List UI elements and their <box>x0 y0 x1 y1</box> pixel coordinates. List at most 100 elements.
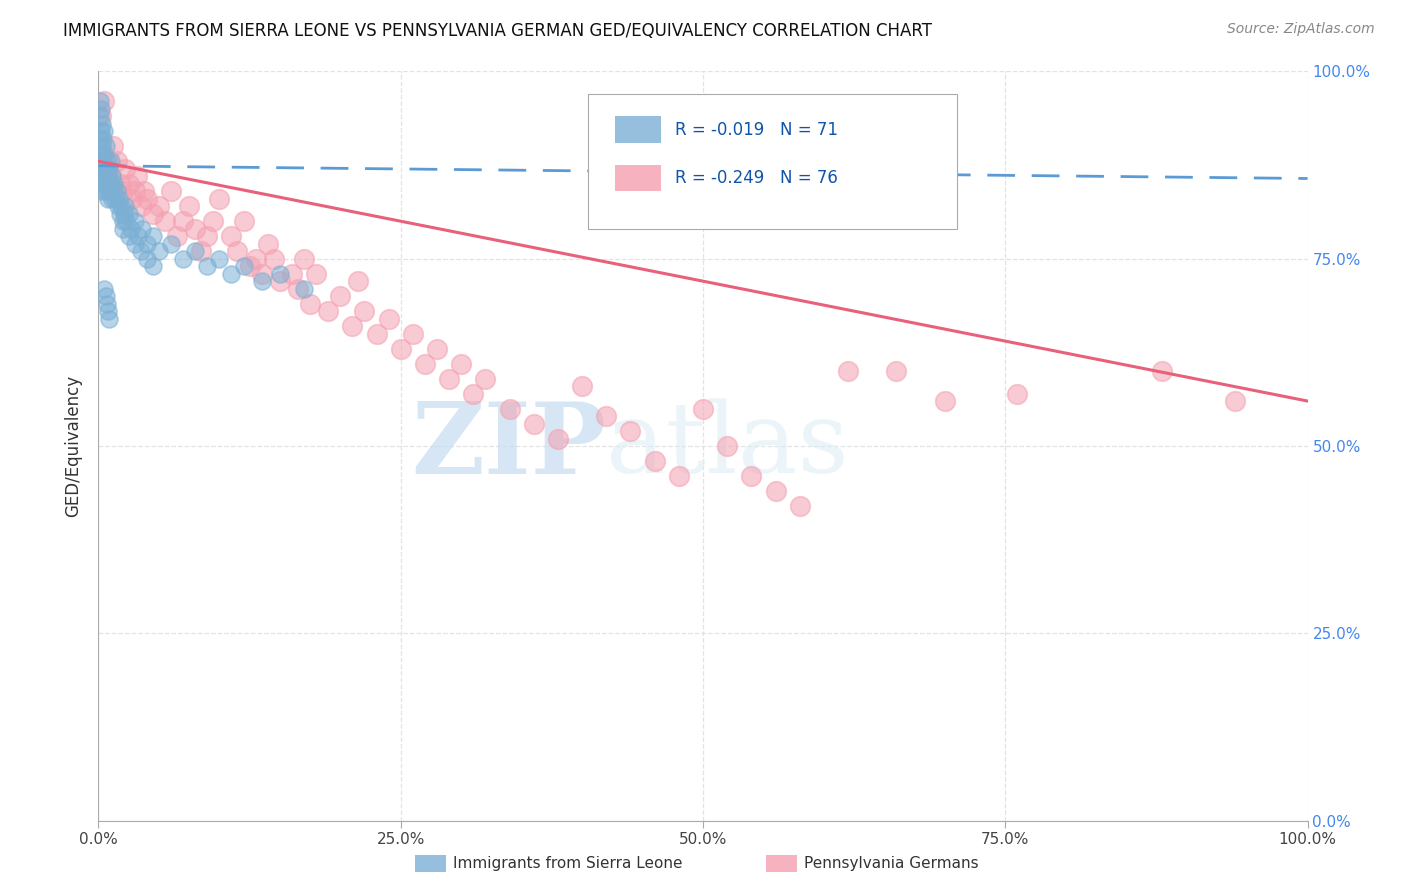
Point <box>118 177 141 191</box>
Point <box>716 439 738 453</box>
Point <box>413 357 436 371</box>
Point <box>96 154 118 169</box>
Point <box>90 146 112 161</box>
Point <box>160 184 183 198</box>
Point <box>148 244 170 259</box>
Point <box>96 296 118 310</box>
Point <box>498 401 520 416</box>
Point <box>765 483 787 498</box>
Point <box>239 259 262 273</box>
Point <box>89 132 111 146</box>
Point <box>837 364 859 378</box>
FancyBboxPatch shape <box>588 94 957 228</box>
Point <box>94 184 117 198</box>
Point <box>101 139 124 153</box>
Point <box>93 282 115 296</box>
Point <box>184 244 207 259</box>
Point <box>108 177 131 191</box>
Point <box>90 102 112 116</box>
Point <box>118 207 141 221</box>
Point <box>100 177 122 191</box>
Point <box>305 267 328 281</box>
Point <box>129 199 152 213</box>
Point <box>110 199 132 213</box>
Text: Pennsylvania Germans: Pennsylvania Germans <box>804 856 979 871</box>
Text: ZIP: ZIP <box>412 398 606 494</box>
Point <box>111 184 134 198</box>
Point <box>105 184 128 198</box>
Point <box>105 154 128 169</box>
Point <box>377 311 399 326</box>
Point <box>98 311 121 326</box>
Point <box>104 192 127 206</box>
Point <box>90 109 112 123</box>
Point <box>195 259 218 273</box>
Point <box>91 139 114 153</box>
Point <box>547 432 569 446</box>
Point <box>208 252 231 266</box>
Point <box>221 267 243 281</box>
Point <box>269 267 291 281</box>
Point <box>91 132 114 146</box>
Point <box>250 267 273 281</box>
Point <box>402 326 425 341</box>
Point <box>100 192 122 206</box>
Point <box>250 274 273 288</box>
Point <box>96 177 118 191</box>
Point <box>108 192 131 206</box>
Point <box>120 221 142 235</box>
Point <box>103 177 125 191</box>
Point <box>256 236 278 251</box>
Point <box>91 177 114 191</box>
Point <box>98 184 121 198</box>
Point <box>114 161 136 176</box>
Point <box>127 229 149 244</box>
Point <box>127 169 149 184</box>
Point <box>93 95 115 109</box>
Point <box>172 214 194 228</box>
Point <box>100 169 122 184</box>
Point <box>91 184 114 198</box>
Point <box>112 207 135 221</box>
Point <box>1223 394 1246 409</box>
Point <box>184 221 207 235</box>
Point <box>135 236 157 251</box>
Point <box>226 244 249 259</box>
Point <box>98 161 121 176</box>
Point <box>111 214 134 228</box>
Point <box>366 326 388 341</box>
Point <box>474 371 496 385</box>
Point <box>101 184 124 198</box>
Point <box>789 499 811 513</box>
Point <box>134 184 156 198</box>
Point <box>353 304 375 318</box>
Point <box>329 289 352 303</box>
Point <box>668 469 690 483</box>
Point <box>124 184 146 198</box>
Point <box>124 236 146 251</box>
Point <box>94 139 117 153</box>
Point <box>94 289 117 303</box>
Point <box>463 386 485 401</box>
Text: IMMIGRANTS FROM SIERRA LEONE VS PENNSYLVANIA GERMAN GED/EQUIVALENCY CORRELATION : IMMIGRANTS FROM SIERRA LEONE VS PENNSYLV… <box>63 22 932 40</box>
Point <box>292 252 315 266</box>
Text: Immigrants from Sierra Leone: Immigrants from Sierra Leone <box>453 856 682 871</box>
Text: atlas: atlas <box>606 398 849 494</box>
Point <box>208 192 231 206</box>
Bar <box>614 116 661 143</box>
Point <box>202 214 225 228</box>
Point <box>93 146 115 161</box>
Point <box>94 161 117 176</box>
Point <box>135 252 157 266</box>
Point <box>90 124 112 138</box>
Point <box>450 357 472 371</box>
Point <box>153 214 176 228</box>
Point <box>93 169 115 184</box>
Point <box>281 267 304 281</box>
Point <box>692 401 714 416</box>
Point <box>89 95 111 109</box>
Point <box>135 192 157 206</box>
Text: R = -0.019   N = 71: R = -0.019 N = 71 <box>675 120 838 139</box>
Point <box>166 229 188 244</box>
Point <box>160 236 183 251</box>
